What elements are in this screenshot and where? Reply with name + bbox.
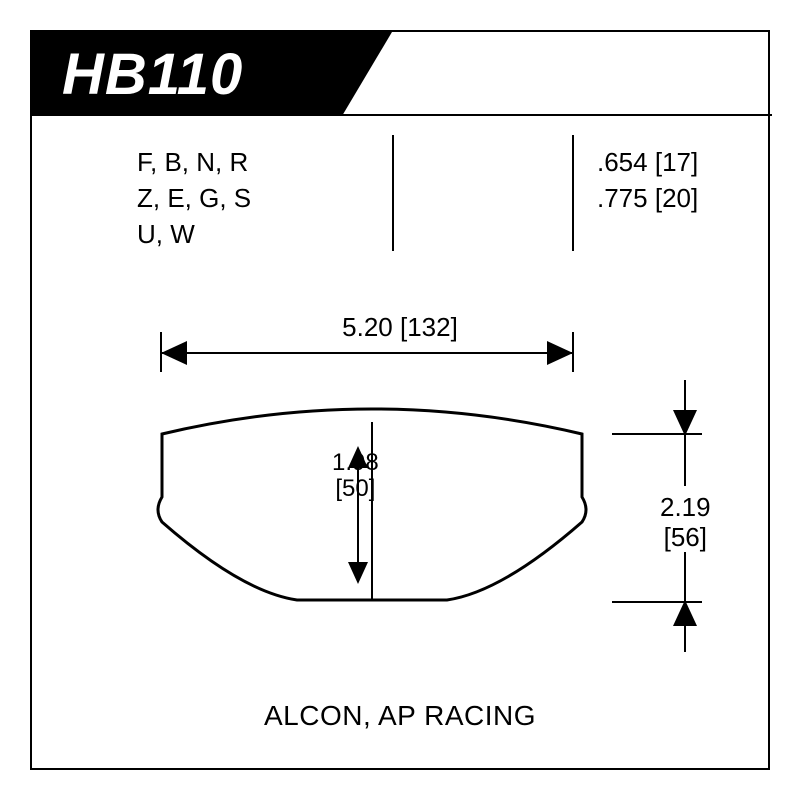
header-rule [342, 114, 772, 116]
table-divider-1 [392, 135, 394, 251]
compound-row-2: Z, E, G, S [137, 180, 251, 216]
thickness-2-in: .775 [597, 183, 648, 213]
height-dimension-label: 2.19 [56] [660, 492, 711, 552]
thickness-block: .654 [17] .775 [20] [597, 144, 698, 216]
table-divider-2 [572, 135, 574, 251]
header-bar: HB110 [32, 32, 392, 116]
thickness-2-mm: [20] [655, 183, 698, 213]
inner-in: 1.98 [332, 450, 379, 476]
thickness-1-in: .654 [597, 147, 648, 177]
arrowhead-left-icon [161, 341, 187, 365]
height-in: 2.19 [660, 492, 711, 522]
height-mm: [56] [660, 522, 711, 552]
thickness-row-2: .775 [20] [597, 180, 698, 216]
inner-dimension-label: 1.98 [50] [332, 450, 379, 502]
brake-pad-outline [122, 402, 622, 622]
thickness-1-mm: [17] [655, 147, 698, 177]
arrowhead-down-icon [673, 410, 697, 436]
thickness-row-1: .654 [17] [597, 144, 698, 180]
width-arrow-shaft [162, 352, 572, 354]
compound-codes: F, B, N, R Z, E, G, S U, W [137, 144, 251, 252]
compound-row-3: U, W [137, 216, 251, 252]
fitment-label: ALCON, AP RACING [32, 700, 768, 732]
compound-row-1: F, B, N, R [137, 144, 251, 180]
width-dimension-label: 5.20 [132] [32, 312, 768, 343]
width-mm: [132] [400, 312, 458, 342]
sheet-frame: HB110 F, B, N, R Z, E, G, S U, W .654 [1… [30, 30, 770, 770]
arrowhead-right-icon [547, 341, 573, 365]
page: HB110 F, B, N, R Z, E, G, S U, W .654 [1… [0, 0, 800, 800]
width-in: 5.20 [342, 312, 393, 342]
arrowhead-up-icon [673, 600, 697, 626]
inner-mm: [50] [332, 476, 379, 502]
part-number: HB110 [62, 41, 243, 108]
